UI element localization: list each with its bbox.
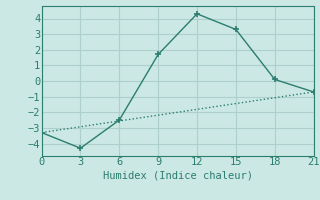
X-axis label: Humidex (Indice chaleur): Humidex (Indice chaleur) (103, 170, 252, 180)
